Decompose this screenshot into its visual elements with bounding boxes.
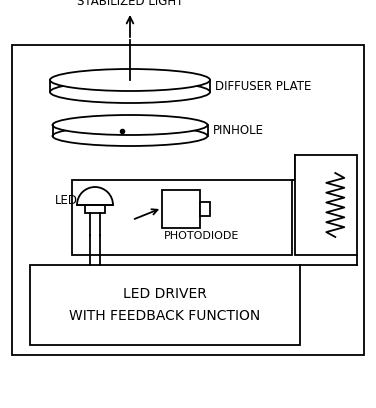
Bar <box>30 265 300 345</box>
Text: LED DRIVER
WITH FEEDBACK FUNCTION: LED DRIVER WITH FEEDBACK FUNCTION <box>70 286 261 324</box>
Text: LED: LED <box>55 193 78 206</box>
Ellipse shape <box>50 81 210 103</box>
Bar <box>72 180 292 255</box>
Bar <box>295 155 357 255</box>
Bar <box>85 205 105 213</box>
Bar <box>50 80 210 92</box>
Ellipse shape <box>53 126 208 146</box>
Text: PINHOLE: PINHOLE <box>212 124 264 137</box>
Bar <box>12 45 364 355</box>
Text: DIFFUSER PLATE: DIFFUSER PLATE <box>215 80 311 93</box>
Ellipse shape <box>53 115 208 135</box>
Ellipse shape <box>50 69 210 91</box>
Bar <box>53 125 208 136</box>
Wedge shape <box>77 187 113 205</box>
Bar <box>162 190 200 228</box>
Bar <box>200 202 210 216</box>
Text: STABILIZED LIGHT: STABILIZED LIGHT <box>77 0 183 8</box>
Text: PHOTODIODE: PHOTODIODE <box>164 231 240 241</box>
